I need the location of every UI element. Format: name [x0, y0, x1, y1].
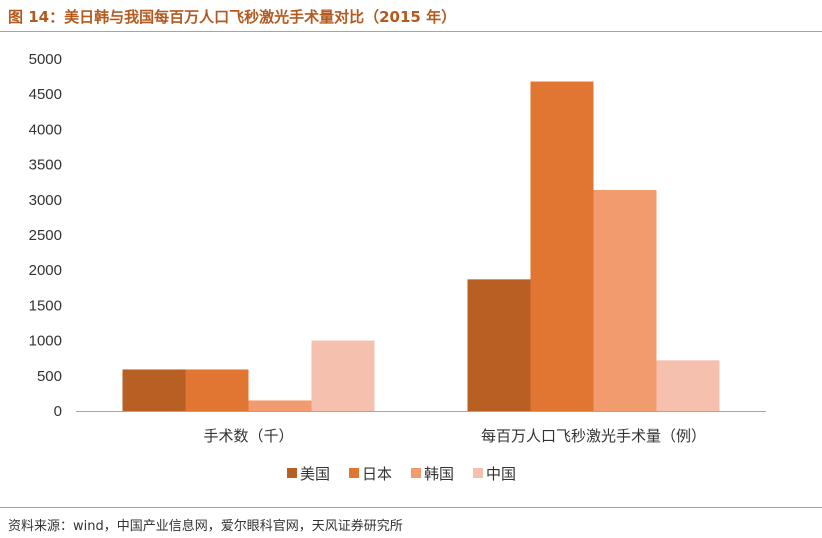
y-tick-label: 4000 [29, 121, 62, 138]
bars [122, 81, 720, 411]
y-tick-label: 2500 [29, 227, 62, 244]
legend-label: 日本 [362, 466, 392, 483]
y-tick-label: 3000 [29, 192, 62, 209]
y-tick-label: 1500 [29, 297, 62, 314]
legend-swatch [349, 468, 359, 478]
legend-label: 美国 [300, 466, 330, 483]
legend-label: 中国 [486, 466, 516, 483]
title-divider [0, 31, 822, 32]
y-tick-label: 2000 [29, 262, 62, 279]
bar-2-2 [530, 81, 594, 411]
legend-label: 韩国 [424, 466, 454, 483]
legend-swatch [411, 468, 421, 478]
bar-3-2 [593, 189, 657, 411]
x-category-label: 手术数（千） [203, 428, 293, 445]
source-divider [0, 507, 822, 508]
y-axis: 0 500 1000 1500 2000 2500 3000 3500 4000 4500 5000 [29, 51, 62, 420]
bar-4-1 [311, 340, 375, 411]
y-tick-label: 0 [54, 403, 62, 420]
legend-swatch [287, 468, 297, 478]
legend-swatch [473, 468, 483, 478]
bar-2-1 [185, 369, 249, 411]
bar-1-2 [467, 279, 531, 411]
y-tick-label: 3500 [29, 157, 62, 174]
bar-1-1 [122, 369, 186, 411]
x-axis: 手术数（千） 每百万人口飞秒激光手术量（例） [76, 411, 766, 445]
figure-title: 图 14：美日韩与我国每百万人口飞秒激光手术量对比（2015 年） [8, 8, 457, 26]
x-category-label: 每百万人口飞秒激光手术量（例） [481, 428, 706, 445]
y-tick-label: 500 [37, 368, 62, 385]
bar-4-2 [656, 360, 720, 411]
y-tick-label: 4500 [29, 86, 62, 103]
source-note: 资料来源：wind，中国产业信息网，爱尔眼科官网，天风证券研究所 [8, 519, 403, 534]
legend: 美国 日本 韩国 中国 [287, 466, 516, 483]
bar-chart: 0 500 1000 1500 2000 2500 3000 3500 4000 4500 5000… [29, 51, 766, 483]
y-tick-label: 1000 [29, 333, 62, 350]
bar-3-1 [248, 400, 312, 411]
y-tick-label: 5000 [29, 51, 62, 68]
